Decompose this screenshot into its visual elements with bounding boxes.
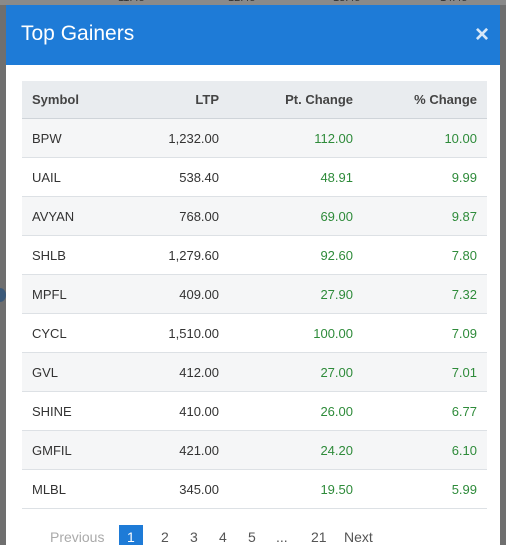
- table-row: SHINE 410.00 26.00 6.77: [22, 392, 487, 431]
- gainers-table: Symbol LTP Pt. Change % Change BPW 1,232.00 11…: [22, 81, 487, 509]
- table-cell: MLBL: [32, 482, 66, 497]
- table-row: UAIL 538.40 48.91 9.99: [22, 158, 487, 197]
- table-cell: 412.00: [179, 365, 219, 380]
- table-cell: SHLB: [32, 248, 66, 263]
- table-cell: GMFIL: [32, 443, 72, 458]
- modal: Top Gainers × Symbol LTP Pt. Change % Chang…: [6, 5, 500, 545]
- table-row: MPFL 409.00 27.90 7.32: [22, 275, 487, 314]
- table-cell: 26.00: [320, 404, 353, 419]
- table-cell: UAIL: [32, 170, 61, 185]
- column-header: LTP: [195, 92, 219, 107]
- table-cell: 19.50: [320, 482, 353, 497]
- table-cell: 1,279.60: [168, 248, 219, 263]
- table-cell: BPW: [32, 131, 62, 146]
- page-button[interactable]: ...: [276, 529, 288, 545]
- table-cell: 9.99: [451, 170, 477, 185]
- table-cell: CYCL: [32, 326, 67, 341]
- table-cell: 345.00: [179, 482, 219, 497]
- background-chart: 11:45 12:45 13:45 14:45: [0, 0, 506, 5]
- modal-header: Top Gainers ×: [6, 5, 500, 65]
- table-cell: 112.00: [314, 131, 353, 146]
- table-cell: 100.00: [313, 326, 353, 341]
- table-cell: 92.60: [320, 248, 353, 263]
- page-button[interactable]: 4: [219, 529, 227, 545]
- table-row: BPW 1,232.00 112.00 10.00: [22, 119, 487, 158]
- table-cell: 27.90: [320, 287, 353, 302]
- table-cell: 6.10: [451, 443, 477, 458]
- table-cell: 7.09: [451, 326, 477, 341]
- column-header: % Change: [414, 92, 477, 107]
- axis-label: 11:45: [118, 0, 145, 4]
- table-cell: 421.00: [179, 443, 219, 458]
- page-button[interactable]: 3: [190, 529, 198, 545]
- table-row: CYCL 1,510.00 100.00 7.09: [22, 314, 487, 353]
- table-cell: AVYAN: [32, 209, 75, 224]
- table-cell: 5.99: [451, 482, 477, 497]
- table-cell: 1,232.00: [168, 131, 219, 146]
- table-cell: SHINE: [32, 404, 72, 419]
- table-cell: MPFL: [32, 287, 67, 302]
- close-button[interactable]: ×: [474, 21, 489, 48]
- table-row: MLBL 345.00 19.50 5.99: [22, 470, 487, 509]
- table-cell: 6.77: [451, 404, 477, 419]
- axis-label: 13:45: [333, 0, 361, 4]
- table-cell: GVL: [32, 365, 59, 380]
- column-header: Pt. Change: [285, 92, 353, 107]
- table-row: AVYAN 768.00 69.00 9.87: [22, 197, 487, 236]
- background-button: [0, 288, 6, 302]
- axis-label: 12:45: [228, 0, 256, 4]
- table-cell: 69.00: [320, 209, 353, 224]
- table-cell: 1,510.00: [168, 326, 219, 341]
- previous-button[interactable]: Previous: [50, 529, 105, 545]
- table-cell: 27.00: [320, 365, 353, 380]
- table-cell: 9.87: [451, 209, 477, 224]
- table-cell: 10.00: [444, 131, 477, 146]
- table-cell: 7.32: [451, 287, 477, 302]
- table-cell: 409.00: [179, 287, 219, 302]
- page-button[interactable]: 2: [161, 529, 169, 545]
- page-button[interactable]: 5: [248, 529, 256, 545]
- table-row: GVL 412.00 27.00 7.01: [22, 353, 487, 392]
- table-cell: 48.91: [320, 170, 353, 185]
- modal-title: Top Gainers: [21, 22, 135, 45]
- table-cell: 410.00: [179, 404, 219, 419]
- pagination: Previous 1 2 3 4 5... 21 Next: [6, 525, 500, 545]
- table-row: SHLB 1,279.60 92.60 7.80: [22, 236, 487, 275]
- next-button[interactable]: Next: [344, 529, 373, 545]
- page-button[interactable]: 1: [119, 525, 143, 545]
- table-cell: 7.01: [451, 365, 477, 380]
- table-cell: 768.00: [179, 209, 219, 224]
- table-row: GMFIL 421.00 24.20 6.10: [22, 431, 487, 470]
- table-cell: 538.40: [179, 170, 219, 185]
- page-button[interactable]: 21: [311, 529, 327, 545]
- column-header: Symbol: [32, 92, 79, 107]
- header-row: Symbol LTP Pt. Change % Change: [22, 81, 487, 119]
- table-cell: 7.80: [451, 248, 477, 263]
- axis-label: 14:45: [440, 0, 468, 4]
- table-cell: 24.20: [320, 443, 353, 458]
